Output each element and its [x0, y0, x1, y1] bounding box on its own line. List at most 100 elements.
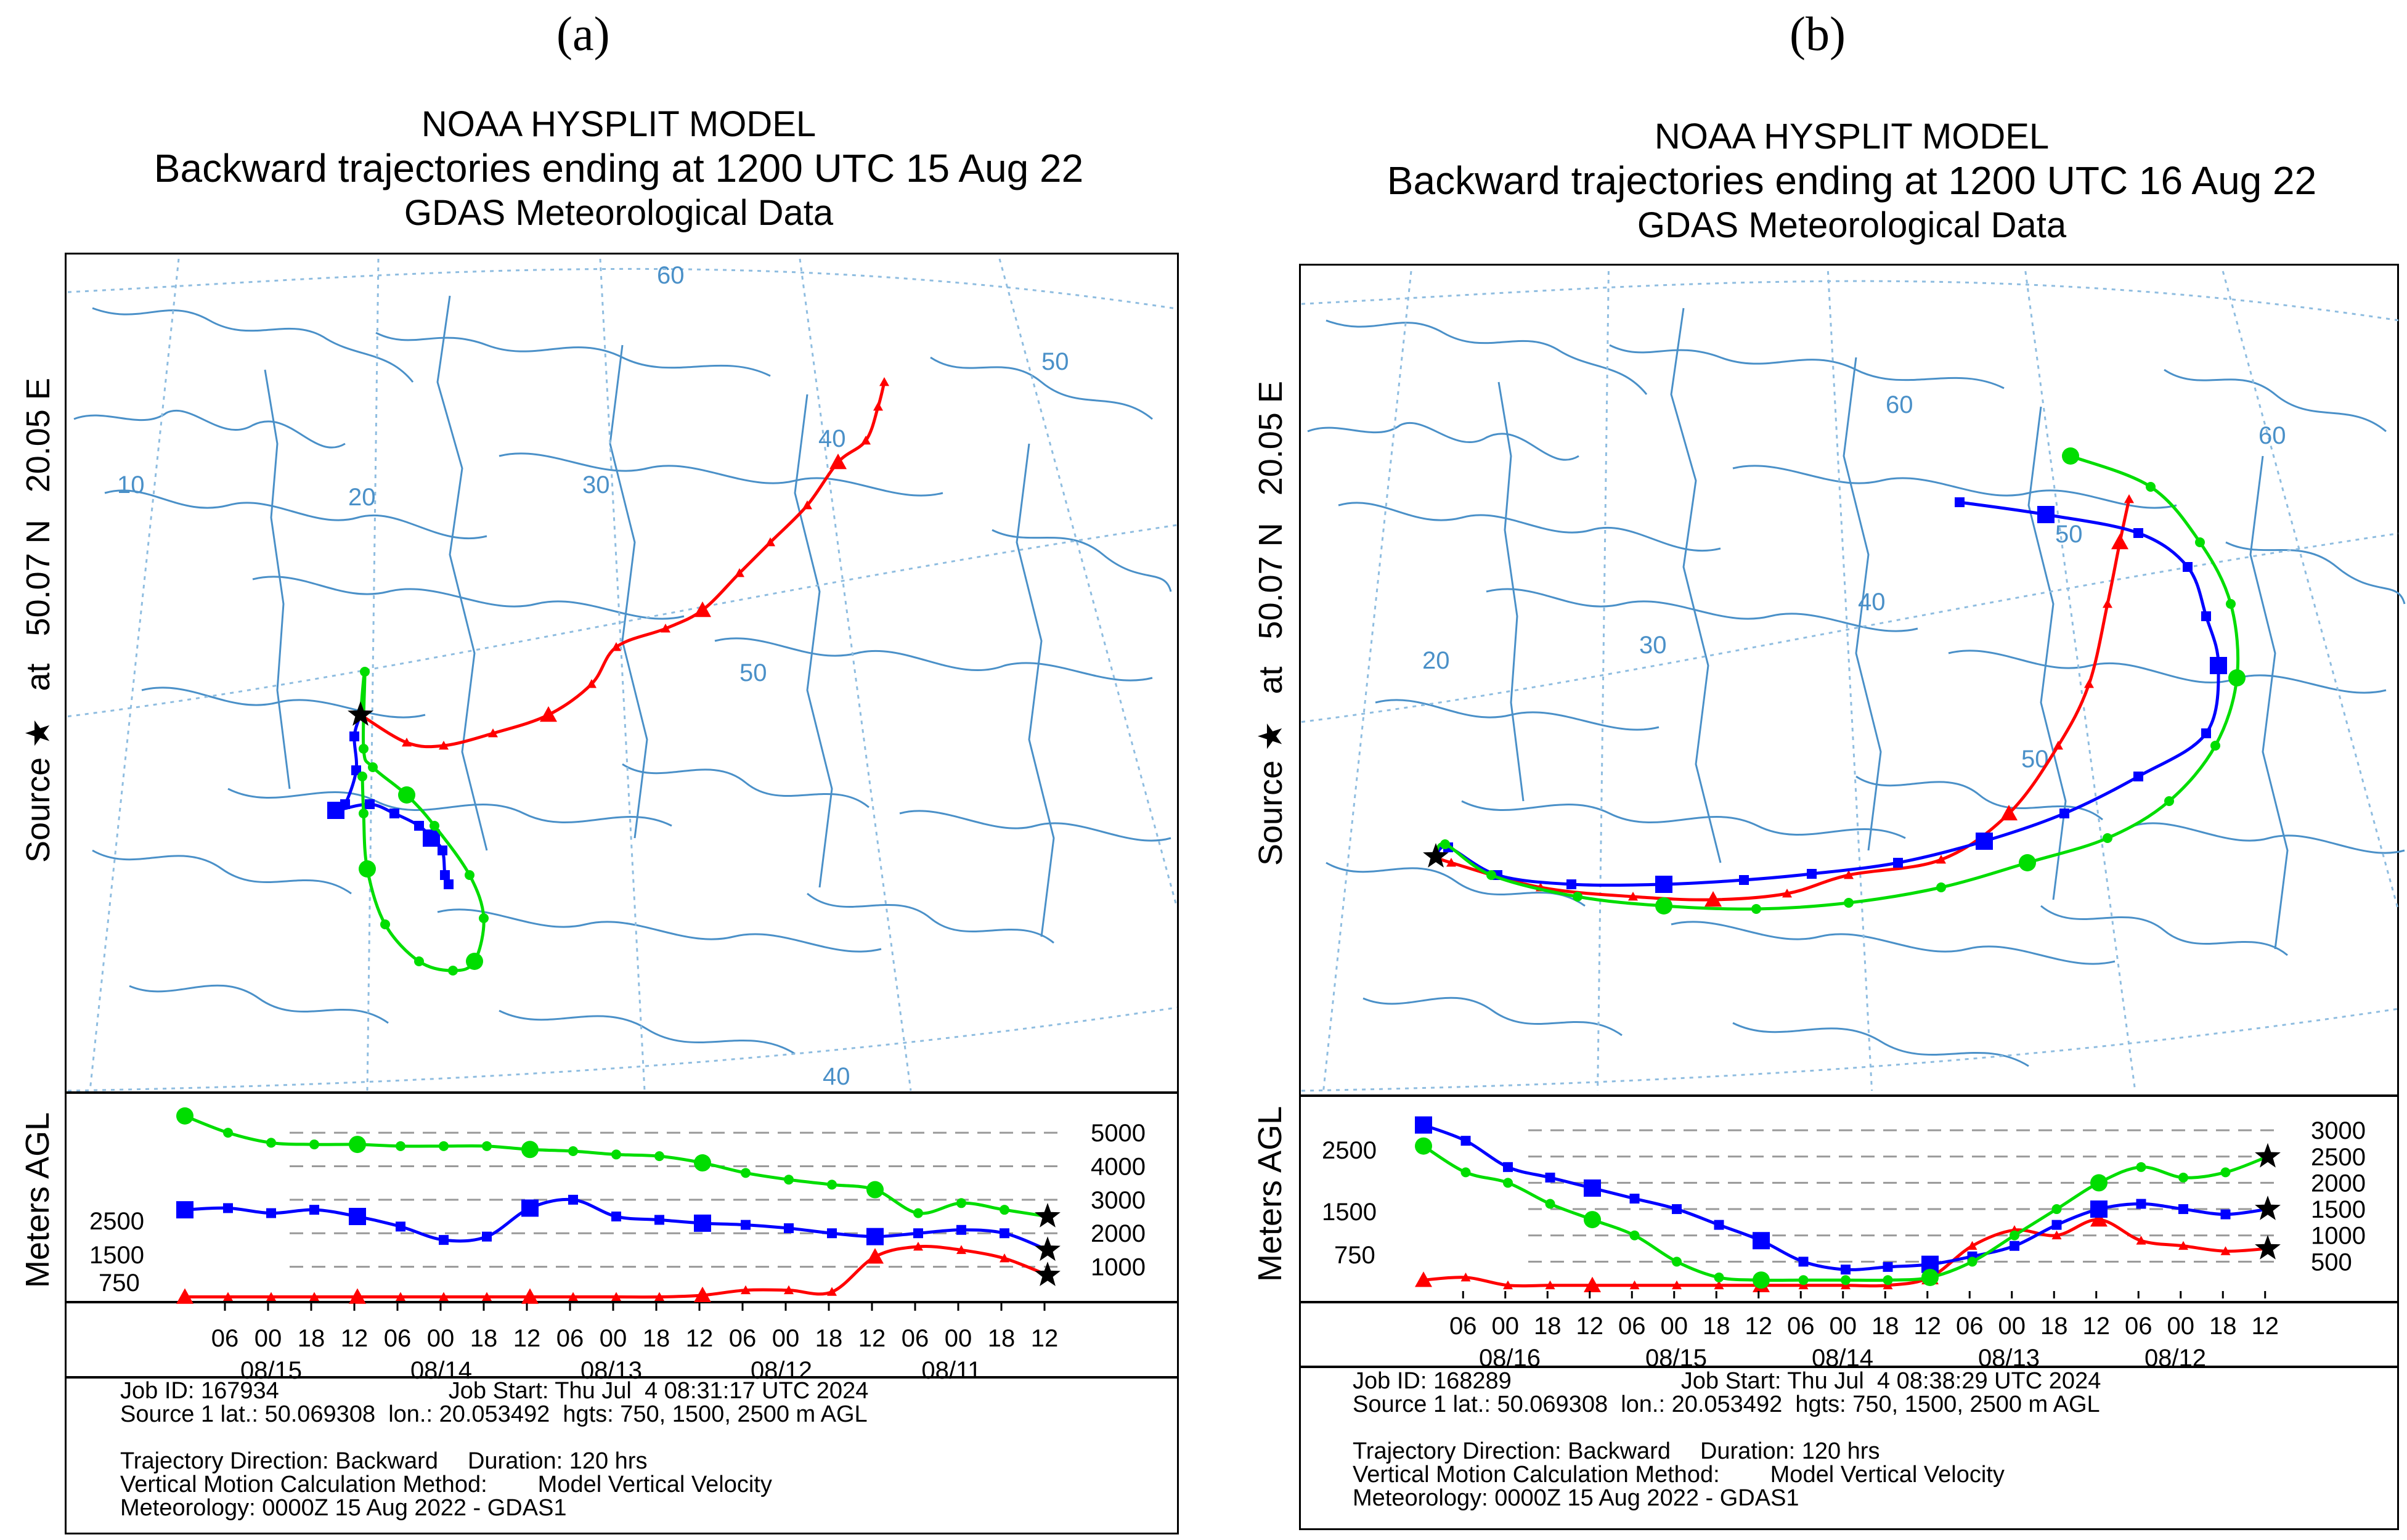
traj-b-1500-marker: [2133, 528, 2143, 538]
time-tick-label: 06: [1618, 1313, 1646, 1340]
traj-b-2500-marker: [2228, 669, 2246, 686]
height-series-point: [2178, 1172, 2188, 1183]
height-series-point: [223, 1203, 233, 1213]
height-series-point: [1798, 1257, 1809, 1267]
time-tick-label: 00: [427, 1325, 455, 1352]
date-tick-label: 08/12: [2144, 1345, 2206, 1372]
map-a-trajectories: [327, 377, 889, 976]
map-b-trajectories: [1423, 447, 2246, 915]
traj-b-1500-marker: [1807, 869, 1817, 879]
height-series-point: [2010, 1230, 2019, 1241]
map-boundary-line: [1338, 502, 1721, 552]
height-right-tick: 3000: [1091, 1187, 1146, 1214]
traj-a-2500-marker: [368, 762, 378, 772]
height-series-point: [1672, 1280, 1682, 1290]
height-series-point: [568, 1292, 578, 1301]
traj-b-750-marker: [2103, 599, 2112, 608]
map-boundary-line: [1497, 381, 1525, 802]
traj-b-1500-marker: [2201, 728, 2211, 738]
height-series-point: [866, 1181, 884, 1199]
height-series-point: [568, 1194, 578, 1205]
source-star-a: [348, 701, 373, 726]
map-boundary-line: [92, 307, 414, 383]
height-series-point: [1967, 1241, 1977, 1250]
height-start-star: [2255, 1235, 2281, 1260]
height-series-point: [1460, 1272, 1471, 1282]
traj-a-1500-marker: [444, 879, 454, 889]
time-tick-label: 12: [513, 1325, 541, 1352]
height-series-point: [1545, 1280, 1555, 1290]
height-series-point: [1798, 1275, 1809, 1285]
map-boundary-line: [622, 763, 870, 809]
title-met-b: GDAS Meteorological Data: [1637, 205, 2067, 245]
time-tick-label: 18: [1534, 1313, 1562, 1340]
height-series-point: [396, 1141, 405, 1151]
traj-b-1500-marker: [2037, 506, 2055, 523]
traj-b-750-marker: [2000, 805, 2018, 821]
map-a-grid-labels: 60 50 10 20 30 40 50 40: [117, 262, 1069, 1090]
traj-b-750-marker: [1844, 870, 1854, 879]
map-boundary-line: [794, 394, 833, 888]
time-tick-label: 00: [945, 1325, 972, 1352]
traj-a-2500-marker: [360, 667, 370, 677]
graticule-line: [89, 258, 180, 1091]
traj-a-750-marker: [802, 500, 812, 510]
date-tick-label: 08/15: [1645, 1345, 1707, 1372]
traj-b-2500-marker: [1751, 904, 1761, 914]
traj-b-2500-marker: [1936, 882, 1946, 892]
title-traj-b: Backward trajectories ending at 1200 UTC…: [1387, 158, 2317, 203]
map-boundary-line: [1375, 699, 1660, 731]
traj-b-750-marker: [2124, 494, 2134, 503]
height-series-point: [349, 1136, 366, 1154]
time-tick-label: 12: [2252, 1313, 2279, 1340]
traj-b-2500-marker: [1655, 897, 1672, 915]
height-series-point: [349, 1288, 366, 1304]
height-series-point: [956, 1198, 966, 1208]
height-right-tick: 5000: [1091, 1120, 1146, 1147]
vmethod-value-b: Model Vertical Velocity: [1770, 1462, 2005, 1488]
map-boundary-line: [714, 637, 1153, 682]
info-b: Job ID: 168289 Job Start: Thu Jul 4 08:38…: [1353, 1369, 2101, 1510]
traj-b-1500-marker: [2210, 657, 2227, 674]
time-tick-label: 06: [1787, 1313, 1815, 1340]
traj-a-750-marker: [829, 454, 847, 470]
height-series-point: [176, 1201, 193, 1219]
vmethod-value-a: Model Vertical Velocity: [537, 1472, 772, 1497]
graticule-label: 50: [1041, 348, 1069, 375]
traj-b-2500-marker: [2103, 833, 2112, 843]
map-boundary-line: [252, 576, 685, 620]
job-id-a: Job ID: 167934: [120, 1378, 279, 1404]
title-model-a: NOAA HYSPLIT MODEL: [421, 104, 817, 144]
height-series-point: [913, 1208, 923, 1218]
traj-b-750-marker: [1782, 889, 1792, 898]
height-series-point: [396, 1292, 405, 1301]
traj-b-1500-marker: [1739, 875, 1749, 885]
traj-b-1500-marker: [2183, 562, 2193, 572]
traj-b-1500-marker: [1566, 879, 1576, 889]
traj-a-750-marker: [611, 642, 621, 651]
traj-a-1500-marker: [440, 870, 450, 880]
map-boundary-line: [2164, 369, 2387, 433]
height-series-point: [784, 1285, 794, 1295]
map-b-grid: [1301, 271, 2400, 1092]
height-series-point: [1000, 1228, 1009, 1239]
height-series-point: [1967, 1257, 1977, 1267]
time-tick-label: 00: [772, 1325, 800, 1352]
height-series-point: [521, 1199, 539, 1217]
time-tick-label: 12: [1745, 1313, 1773, 1340]
map-boundary-line: [1855, 775, 2103, 821]
map-boundary-line: [1732, 465, 2177, 509]
height-series-point: [1000, 1205, 1009, 1215]
time-tick-label: 18: [815, 1325, 843, 1352]
map-boundary-line: [436, 295, 488, 851]
height-series-point: [1503, 1178, 1513, 1188]
map-boundary-line: [807, 892, 1054, 944]
map-a-basemap: [73, 295, 1172, 1055]
height-series-point: [482, 1292, 492, 1301]
traj-b-750-marker: [2111, 534, 2128, 550]
height-series-point: [1503, 1162, 1513, 1172]
map-boundary-line: [1326, 319, 1648, 395]
time-tick-label: 06: [1956, 1313, 1984, 1340]
title-model-b: NOAA HYSPLIT MODEL: [1654, 116, 2050, 157]
